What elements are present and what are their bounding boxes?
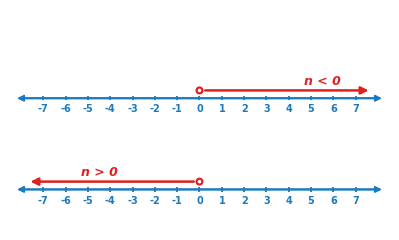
Text: -2: -2 (150, 104, 160, 114)
Text: 4: 4 (285, 196, 292, 206)
Text: 2: 2 (241, 104, 247, 114)
Text: -3: -3 (127, 104, 138, 114)
Text: 6: 6 (330, 104, 337, 114)
Text: 3: 3 (263, 196, 270, 206)
Text: -6: -6 (60, 196, 71, 206)
Text: Inequalities on a number line: Inequalities on a number line (67, 20, 332, 35)
Text: 2: 2 (241, 196, 247, 206)
Text: 1: 1 (218, 196, 225, 206)
Text: 7: 7 (352, 104, 359, 114)
Text: 1: 1 (218, 104, 225, 114)
Text: 7: 7 (352, 196, 359, 206)
Text: -1: -1 (172, 196, 183, 206)
Text: n > 0: n > 0 (81, 166, 117, 179)
Text: 5: 5 (308, 196, 314, 206)
Text: 0: 0 (196, 196, 203, 206)
Text: -2: -2 (150, 196, 160, 206)
Text: -5: -5 (83, 104, 93, 114)
Text: 0: 0 (196, 104, 203, 114)
Text: -1: -1 (172, 104, 183, 114)
Text: 5: 5 (308, 104, 314, 114)
Text: 4: 4 (285, 104, 292, 114)
Text: -5: -5 (83, 196, 93, 206)
Text: -3: -3 (127, 196, 138, 206)
Text: -4: -4 (105, 104, 116, 114)
Text: 3: 3 (263, 104, 270, 114)
Text: -7: -7 (38, 196, 49, 206)
Text: 6: 6 (330, 196, 337, 206)
Text: -6: -6 (60, 104, 71, 114)
Text: -7: -7 (38, 104, 49, 114)
Text: -4: -4 (105, 196, 116, 206)
Text: n < 0: n < 0 (304, 75, 341, 88)
